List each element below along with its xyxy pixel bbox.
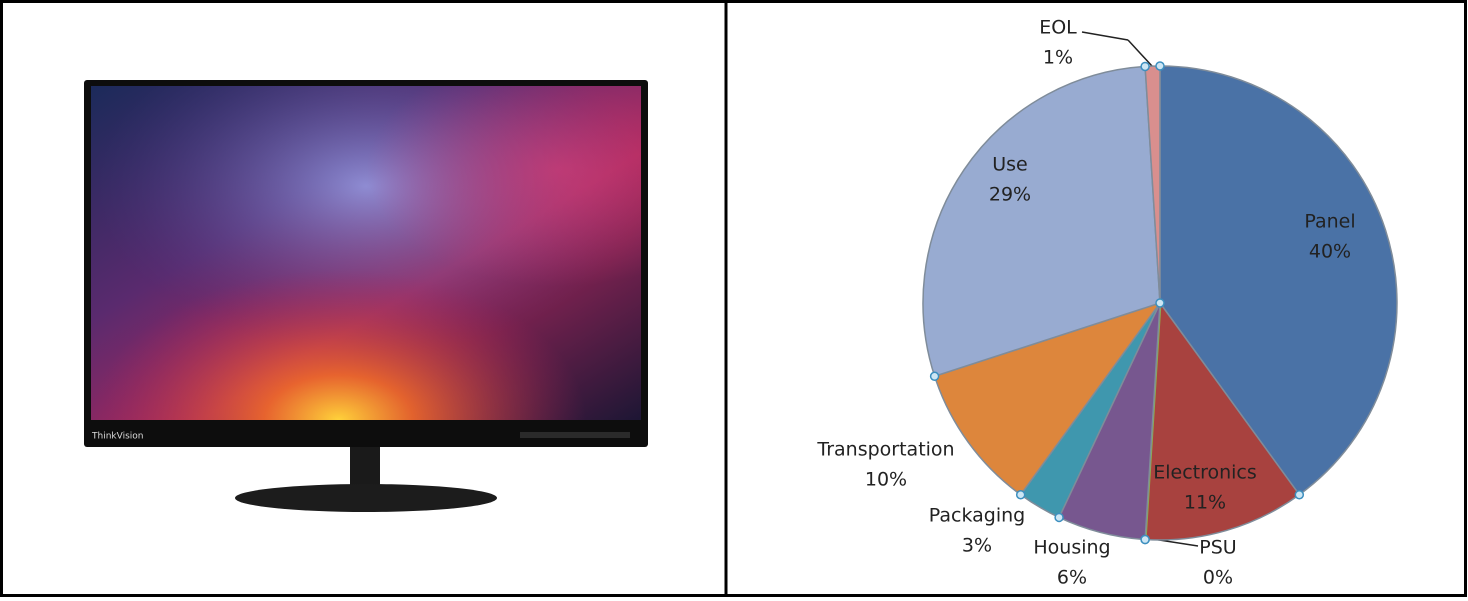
- slice-value-label: 11%: [1184, 492, 1226, 514]
- slice-value-label: 1%: [1043, 47, 1073, 69]
- pie-slice: [922, 65, 1161, 378]
- slice-handle: [1294, 489, 1305, 500]
- slice-handle: [1015, 489, 1026, 500]
- slice-value-label: 3%: [962, 535, 992, 557]
- slice-label: Panel: [1304, 211, 1355, 233]
- leader-line: [1081, 31, 1129, 41]
- screen-glow: [91, 86, 641, 420]
- monitor-buttons: [520, 432, 630, 438]
- monitor-neck: [350, 444, 380, 488]
- slice-label: PSU: [1199, 537, 1236, 559]
- slice-handle: [1140, 534, 1150, 545]
- slice-value-label: 29%: [989, 184, 1031, 206]
- slice-value-label: 0%: [1203, 567, 1233, 589]
- pie-slice: [933, 301, 1162, 496]
- slice-handle: [1140, 61, 1150, 72]
- slice-handle: [929, 371, 940, 381]
- slice-value-label: 40%: [1309, 241, 1351, 263]
- slice-label: EOL: [1039, 17, 1077, 39]
- pie-slice: [1159, 65, 1398, 496]
- pie-slice: [1144, 300, 1301, 541]
- pie: Panel 40% Electronics 11% PSU 0% Housing 6% Pack…: [816, 17, 1398, 589]
- slice-value-label: 6%: [1057, 567, 1087, 589]
- slice-handle: [1155, 61, 1165, 71]
- monitor-base: [235, 484, 497, 512]
- slice-label: Use: [992, 154, 1028, 176]
- slice-label: Housing: [1033, 537, 1110, 559]
- center-handle: [1155, 298, 1165, 308]
- slice-value-label: 10%: [865, 469, 907, 491]
- leader-line: [1127, 39, 1153, 67]
- monitor: ThinkVision: [84, 80, 648, 512]
- slice-label: Electronics: [1153, 462, 1257, 484]
- brand-label: ThinkVision: [91, 432, 143, 442]
- slice-label: Transportation: [816, 439, 954, 461]
- slice-handle: [1054, 512, 1064, 523]
- slice-label: Packaging: [929, 505, 1025, 527]
